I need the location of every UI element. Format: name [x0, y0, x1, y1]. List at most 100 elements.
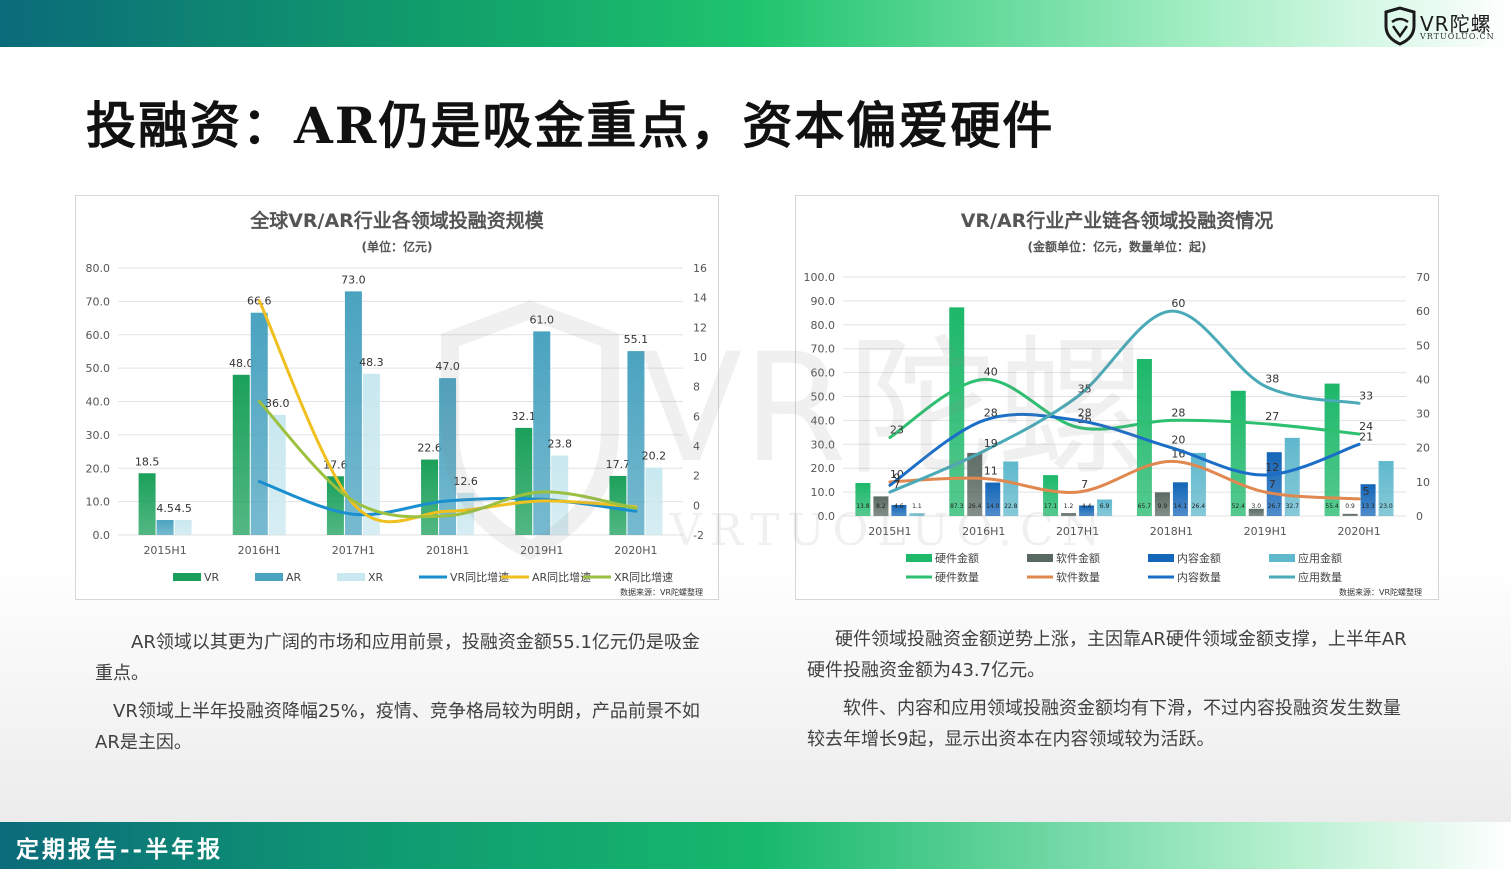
legend-label: 内容金额 — [1177, 551, 1221, 565]
y-tick-label: 100.0 — [804, 271, 836, 284]
bar-value-label: 9.9 — [1158, 503, 1168, 510]
x-tick-label: 2019H1 — [520, 544, 563, 557]
bar — [268, 414, 286, 535]
y-tick-label: 30.0 — [86, 429, 111, 442]
bar-value-label: 55.4 — [1325, 503, 1339, 510]
y2-tick-label: -2 — [693, 529, 704, 542]
bar — [156, 519, 174, 535]
line-value-label: 9 — [893, 471, 900, 484]
line-value-label: 60 — [1171, 297, 1185, 310]
legend-swatch — [1269, 554, 1295, 562]
series-line — [888, 309, 1361, 494]
chart-subtitle: (单位：亿元) — [362, 239, 433, 254]
bar-value-label: 32.1 — [512, 410, 537, 423]
bar-value-label: 13.3 — [1361, 503, 1375, 510]
bar-value-label: 26.7 — [1268, 503, 1282, 510]
line-value-label: 7 — [893, 478, 900, 491]
legend-label: XR — [368, 571, 384, 584]
x-tick-label: 2015H1 — [868, 525, 911, 538]
y-tick-label: 30.0 — [811, 438, 836, 451]
bar — [1360, 484, 1376, 516]
line-value-label: 28 — [1171, 406, 1185, 419]
page-title: 投融资：AR仍是吸金重点，资本偏爱硬件 — [86, 96, 1055, 155]
bar-value-label: 23.8 — [548, 438, 573, 451]
y-tick-label: 0.0 — [818, 510, 836, 523]
bar-value-label: 23.0 — [1379, 503, 1393, 510]
bar — [344, 291, 362, 535]
line-value-label: 24 — [1359, 420, 1373, 433]
bar — [362, 373, 380, 535]
bar-value-label: 61.0 — [530, 313, 555, 326]
bar-value-label: 8.2 — [876, 503, 886, 510]
vr-tuoluo-logo-icon — [1384, 6, 1416, 46]
line-value-label: 11 — [984, 464, 998, 477]
bar — [645, 467, 663, 535]
bar — [138, 473, 156, 535]
bar — [1324, 383, 1340, 516]
bar — [949, 307, 965, 516]
legend-label: VR同比增速 — [450, 570, 509, 584]
x-tick-label: 2016H1 — [238, 544, 281, 557]
x-tick-label: 2016H1 — [962, 525, 1005, 538]
legend-label: 硬件金额 — [935, 551, 979, 565]
bar-value-label: 48.0 — [229, 357, 254, 370]
line-value-label: 12 — [1265, 461, 1279, 474]
line-value-label: 28 — [1078, 406, 1092, 419]
bottom-banner — [0, 822, 1511, 869]
line-value-label: 28 — [984, 406, 998, 419]
legend-label: 软件金额 — [1056, 551, 1100, 565]
x-tick-label: 2019H1 — [1244, 525, 1287, 538]
y-tick-label: 10.0 — [86, 496, 111, 509]
bar — [891, 505, 907, 516]
left-paragraph-2: VR领域上半年投融资降幅25%，疫情、竞争格局较为明朗，产品前景不如AR是主因。 — [95, 701, 700, 753]
left-paragraph-1: AR领域以其更为广阔的市场和应用前景，投融资金额55.1亿元仍是吸金重点。 — [95, 632, 700, 684]
line-value-label: 27 — [1265, 410, 1279, 423]
line-value-label: 38 — [1265, 372, 1279, 385]
bar-value-label: 17.1 — [1044, 503, 1058, 510]
bar — [551, 455, 569, 535]
y2-tick-label: 70 — [1416, 271, 1430, 284]
y-tick-label: 60.0 — [811, 367, 836, 380]
bar — [250, 312, 268, 535]
right-paragraph-1: 硬件领域投融资金额逆势上涨，主因靠AR硬件领域金额支撑，上半年AR硬件投融资金额… — [807, 629, 1407, 681]
chart-source: 数据来源：VR陀螺整理 — [620, 587, 703, 597]
bar — [1342, 513, 1358, 516]
legend-label: 软件数量 — [1056, 570, 1100, 584]
y-tick-label: 90.0 — [811, 295, 836, 308]
bar-value-label: 22.8 — [1004, 503, 1018, 510]
bar — [533, 331, 551, 535]
bar — [515, 427, 533, 535]
bar-value-label: 65.7 — [1138, 503, 1152, 510]
bar — [1172, 482, 1188, 516]
y2-tick-label: 50 — [1416, 339, 1430, 352]
y-tick-label: 70.0 — [86, 295, 111, 308]
line-value-label: 5 — [1363, 485, 1370, 498]
chart-title: VR/AR行业产业链各领域投融资情况 — [961, 209, 1274, 232]
bar — [1154, 492, 1170, 516]
line-value-label: 20 — [1171, 434, 1185, 447]
bar-value-label: 18.5 — [135, 455, 160, 468]
y2-tick-label: 4 — [693, 440, 700, 453]
bar-value-label: 48.3 — [359, 356, 384, 369]
y2-tick-label: 10 — [1416, 476, 1430, 489]
legend-label: AR — [286, 571, 302, 584]
bar-value-label: 4.6 — [894, 503, 904, 510]
y2-tick-label: 60 — [1416, 305, 1430, 318]
bar-value-label: 32.7 — [1286, 503, 1300, 510]
bar — [855, 483, 871, 516]
bar — [985, 482, 1001, 516]
y-tick-label: 20.0 — [86, 462, 111, 475]
bar-value-label: 1.1 — [912, 503, 922, 510]
bar-value-label: 3.0 — [1251, 503, 1261, 510]
chart-source: 数据来源：VR陀螺整理 — [1339, 587, 1422, 597]
bar — [1061, 513, 1077, 516]
line-value-label: 33 — [1359, 389, 1373, 402]
bar-value-label: 0.9 — [1345, 503, 1355, 510]
bar-value-label: 6.9 — [1100, 503, 1110, 510]
line-value-label: 21 — [1359, 430, 1373, 443]
bar — [1003, 461, 1019, 516]
bar-value-label: 36.0 — [265, 397, 290, 410]
y2-tick-label: 0 — [693, 499, 700, 512]
bar — [967, 452, 983, 516]
y2-tick-label: 14 — [693, 292, 707, 305]
